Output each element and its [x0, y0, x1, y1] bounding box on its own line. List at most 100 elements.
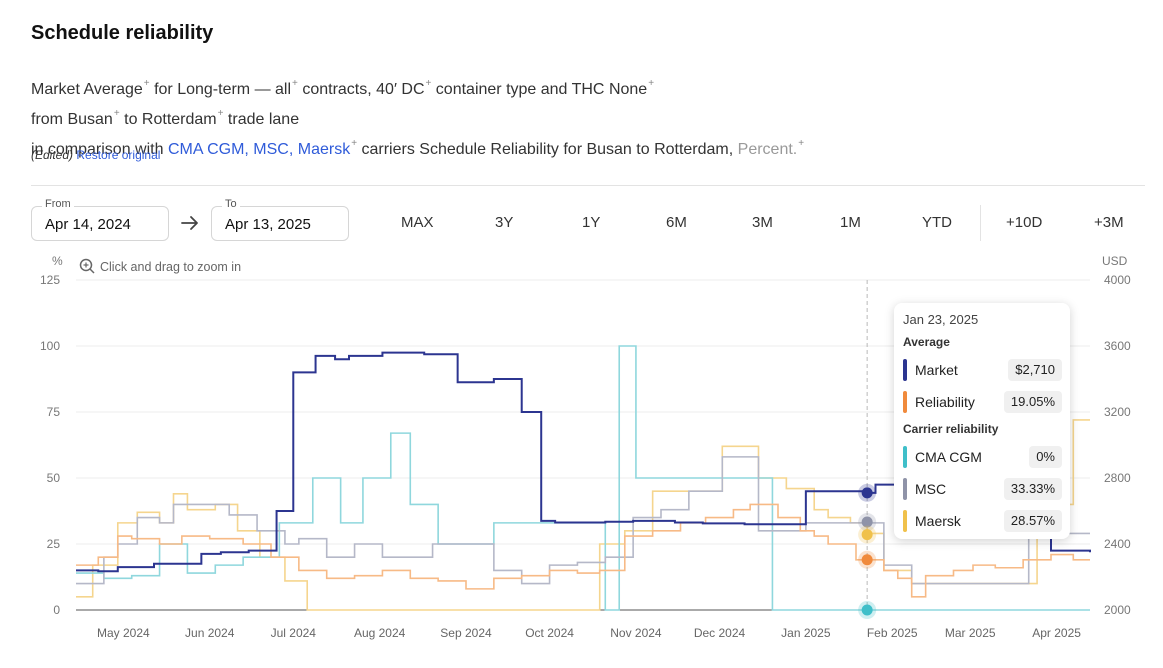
range-max-button[interactable]: MAX	[401, 214, 434, 231]
y-left-axis-label: %	[52, 254, 63, 268]
marker-cma-cgm	[861, 604, 873, 616]
tooltip-row-label: Maersk	[915, 513, 961, 529]
range-3y-button[interactable]: 3Y	[495, 214, 514, 231]
query-description: Market Average+ for Long-term — all+ con…	[31, 72, 804, 162]
y-right-tick-label: 4000	[1104, 273, 1131, 287]
tooltip-average-heading: Average	[903, 335, 950, 349]
tooltip-row-label: Market	[915, 362, 958, 378]
maersk-swatch	[903, 510, 907, 532]
container-selector[interactable]: 40′ DC+	[376, 78, 432, 98]
tooltip-row-value: 19.05%	[1003, 391, 1062, 413]
description-line-2: from Busan+ to Rotterdam+ trade lane	[31, 102, 804, 132]
marker-market	[861, 487, 873, 499]
restore-original-link[interactable]: Restore original	[76, 148, 161, 162]
for-text: for	[154, 81, 173, 98]
from-date-label: From	[42, 198, 74, 210]
y-left-tick-label: 25	[47, 537, 61, 551]
y-right-axis-label: USD	[1102, 254, 1128, 268]
x-tick-label: Apr 2025	[1032, 626, 1081, 640]
x-tick-label: Mar 2025	[945, 626, 996, 640]
y-left-tick-label: 50	[47, 471, 61, 485]
thc-selector[interactable]: None+	[608, 78, 655, 98]
x-tick-label: May 2024	[97, 626, 150, 640]
chart-tooltip: Jan 23, 2025 Average Market $2,710 Relia…	[894, 303, 1070, 539]
contracts-text: contracts,	[302, 81, 372, 98]
origin-selector[interactable]: Busan+	[67, 108, 120, 128]
tooltip-row-cma-cgm: CMA CGM 0%	[903, 446, 1062, 468]
y-left-tick-label: 0	[53, 603, 60, 617]
tooltip-carrier-heading: Carrier reliability	[903, 422, 999, 436]
carriers-text: carriers Schedule Reliability for Busan …	[361, 141, 734, 158]
y-right-tick-label: 3200	[1104, 405, 1131, 419]
carriers-selector[interactable]: CMA CGM, MSC, Maersk+	[167, 138, 358, 158]
tradelane-text: trade lane	[227, 111, 300, 128]
tooltip-date: Jan 23, 2025	[903, 312, 979, 327]
zoom-hint: Click and drag to zoom in	[100, 260, 241, 274]
divider	[31, 185, 1145, 186]
from-text: from	[31, 111, 63, 128]
x-tick-label: Jan 2025	[781, 626, 831, 640]
x-tick-label: Oct 2024	[525, 626, 574, 640]
tooltip-row-value: 0%	[1029, 446, 1062, 468]
container-text: container type and THC	[435, 81, 605, 98]
comparison-text: in comparison with	[31, 141, 164, 158]
edited-label: (Edited)	[31, 148, 74, 162]
description-line-3: in comparison with CMA CGM, MSC, Maersk+…	[31, 132, 804, 162]
description-line-1: Market Average+ for Long-term — all+ con…	[31, 72, 804, 102]
contract-selector[interactable]: Long-term — all+	[177, 78, 298, 98]
tooltip-row-value: 33.33%	[1003, 478, 1062, 500]
y-left-tick-label: 75	[47, 405, 61, 419]
metric-selector[interactable]: Market	[31, 81, 80, 98]
y-right-tick-label: 2000	[1104, 603, 1131, 617]
msc-swatch	[903, 478, 907, 500]
page-title: Schedule reliability	[31, 22, 214, 44]
series-line-msc	[76, 456, 1090, 585]
x-tick-label: Feb 2025	[867, 626, 918, 640]
range-ytd-button[interactable]: YTD	[922, 214, 952, 231]
tooltip-row-maersk: Maersk 28.57%	[903, 510, 1062, 532]
x-tick-label: Aug 2024	[354, 626, 406, 640]
from-date-value: Apr 14, 2024	[45, 216, 131, 233]
series-line-reliability	[76, 503, 1090, 598]
to-date-field[interactable]: To Apr 13, 2025	[211, 198, 349, 241]
range-1y-button[interactable]: 1Y	[582, 214, 601, 231]
cma-cgm-swatch	[903, 446, 907, 468]
range-plus10d-button[interactable]: +10D	[1006, 214, 1043, 231]
y-right-tick-label: 2400	[1104, 537, 1131, 551]
to-date-label: To	[222, 198, 240, 210]
to-text: to	[124, 111, 138, 128]
tooltip-row-label: CMA CGM	[915, 449, 982, 465]
range-plus3m-button[interactable]: +3M	[1094, 214, 1124, 231]
market-swatch	[903, 359, 907, 381]
tooltip-row-label: Reliability	[915, 394, 975, 410]
marker-reliability	[861, 554, 873, 566]
range-separator	[980, 205, 981, 241]
edited-note: (Edited) Restore original	[31, 148, 160, 162]
unit-selector[interactable]: Percent.+	[737, 138, 805, 158]
y-left-tick-label: 100	[40, 339, 60, 353]
range-3m-button[interactable]: 3M	[752, 214, 773, 231]
x-tick-label: Dec 2024	[694, 626, 746, 640]
y-right-tick-label: 3600	[1104, 339, 1131, 353]
y-left-tick-label: 125	[40, 273, 60, 287]
series-line-market	[76, 351, 1091, 573]
x-tick-label: Jun 2024	[185, 626, 235, 640]
tooltip-row-reliability: Reliability 19.05%	[903, 391, 1062, 413]
destination-selector[interactable]: Rotterdam+	[141, 108, 224, 128]
tooltip-row-value: $2,710	[1008, 359, 1062, 381]
zoom-icon	[79, 258, 95, 274]
marker-maersk	[861, 529, 873, 541]
range-1m-button[interactable]: 1M	[840, 214, 861, 231]
to-date-value: Apr 13, 2025	[225, 216, 311, 233]
aggregation-selector[interactable]: Average+	[83, 78, 150, 98]
x-tick-label: Sep 2024	[440, 626, 492, 640]
range-6m-button[interactable]: 6M	[666, 214, 687, 231]
from-date-field[interactable]: From Apr 14, 2024	[31, 198, 169, 241]
y-right-tick-label: 2800	[1104, 471, 1131, 485]
marker-msc	[861, 516, 873, 528]
x-tick-label: Jul 2024	[271, 626, 317, 640]
tooltip-row-label: MSC	[915, 481, 947, 497]
x-tick-label: Nov 2024	[610, 626, 662, 640]
tooltip-row-msc: MSC 33.33%	[903, 478, 1062, 500]
